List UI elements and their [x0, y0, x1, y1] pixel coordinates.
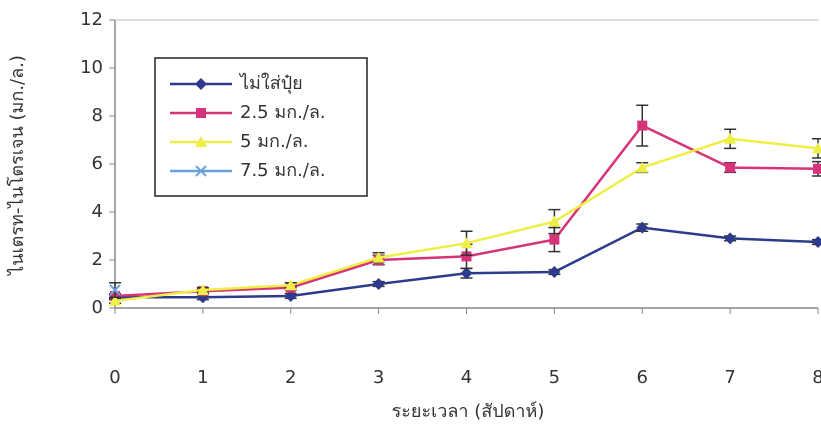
data-point — [813, 163, 821, 174]
legend-marker — [196, 108, 206, 118]
x-tick-label: 0 — [109, 367, 120, 388]
data-point — [636, 221, 649, 234]
data-point — [196, 284, 209, 295]
legend-label: 7.5 มก./ล. — [240, 160, 326, 181]
data-point — [725, 162, 736, 173]
x-tick-label: 4 — [461, 367, 472, 388]
data-point — [637, 120, 648, 131]
legend-label: 5 มก./ล. — [240, 131, 308, 152]
data-point — [724, 232, 737, 245]
y-tick-label: 4 — [92, 201, 103, 222]
x-tick-label: 3 — [373, 367, 384, 388]
legend-marker — [195, 78, 207, 90]
y-tick-label: 6 — [92, 153, 103, 174]
x-tick-label: 5 — [549, 367, 560, 388]
data-point — [724, 132, 737, 144]
y-tick-label: 8 — [92, 105, 103, 126]
data-point — [109, 284, 121, 296]
x-axis-label: ระยะเวลา (สัปดาห์) — [392, 401, 545, 422]
x-tick-label: 6 — [637, 367, 648, 388]
data-point — [372, 251, 385, 263]
y-tick-label: 12 — [80, 9, 103, 30]
data-point — [812, 142, 821, 154]
x-tick-label: 2 — [285, 367, 296, 388]
data-point — [548, 266, 561, 278]
x-tick-label: 1 — [197, 367, 208, 388]
legend-marker — [195, 165, 207, 177]
y-tick-label: 2 — [92, 249, 103, 270]
data-point — [372, 278, 385, 290]
x-tick-label: 8 — [812, 367, 821, 388]
data-point — [548, 215, 561, 227]
data-point — [461, 251, 472, 262]
data-point — [636, 161, 649, 173]
data-point — [284, 279, 297, 291]
legend-label: 2.5 มก./ล. — [240, 102, 326, 123]
legend-marker — [195, 136, 207, 147]
data-point — [549, 234, 560, 245]
legend-box — [154, 57, 368, 197]
legend-label: ไม่ใส่ปุ๋ย — [238, 72, 303, 94]
data-point — [460, 237, 473, 249]
x-tick-label: 7 — [724, 367, 735, 388]
data-point — [812, 236, 821, 248]
data-point — [460, 267, 473, 280]
y-axis-label: ไนเตรท-ไนโตรเจน (มก./ล.) — [6, 55, 28, 277]
data-point — [109, 294, 121, 306]
y-tick-label: 10 — [80, 57, 103, 78]
data-point — [284, 290, 297, 302]
y-tick-label: 0 — [92, 297, 103, 318]
